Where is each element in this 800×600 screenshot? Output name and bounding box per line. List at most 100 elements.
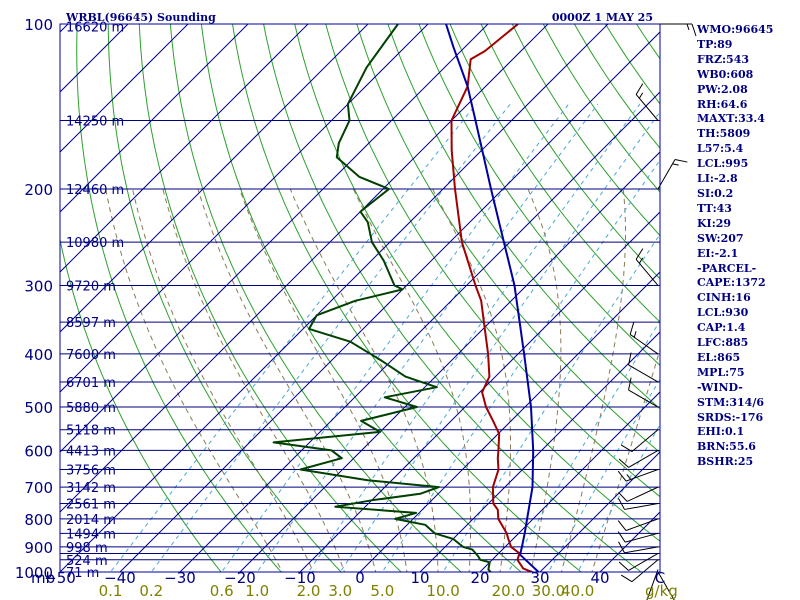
index-item: -WIND- bbox=[697, 380, 743, 394]
index-item: TT:43 bbox=[697, 201, 732, 215]
temperature-profile-line bbox=[450, 24, 534, 572]
index-item: LI:-2.8 bbox=[697, 172, 738, 186]
temperature-tick-label: 20 bbox=[470, 569, 489, 587]
temperature-tick-label: C bbox=[655, 569, 665, 587]
mixing-ratio-label: 3.0 bbox=[328, 582, 352, 600]
pressure-tick-label: 700 bbox=[24, 479, 53, 497]
pressure-tick-label: 600 bbox=[24, 442, 53, 460]
wind-barb bbox=[628, 377, 659, 408]
pressure-tick-label: 300 bbox=[24, 277, 53, 295]
index-item: TH:5809 bbox=[697, 127, 751, 141]
wind-barb bbox=[618, 541, 659, 554]
isotherm-line bbox=[60, 24, 369, 333]
index-item: CAPE:1372 bbox=[697, 276, 766, 290]
height-label: 71 m bbox=[66, 566, 99, 581]
height-label: 9720 m bbox=[66, 279, 116, 294]
index-item: TP:89 bbox=[697, 37, 733, 51]
wind-barb bbox=[635, 83, 659, 121]
isotherm-line bbox=[119, 31, 660, 572]
dry-adiabat-line bbox=[76, 24, 282, 572]
temperature-tick-label: 40 bbox=[590, 569, 609, 587]
index-item: CAP:1.4 bbox=[697, 321, 746, 335]
dry-adiabat-line bbox=[325, 24, 660, 498]
background-lines bbox=[0, 24, 660, 572]
wind-barb bbox=[617, 518, 659, 531]
wind-barb bbox=[618, 449, 659, 468]
wind-barbs bbox=[617, 23, 697, 600]
height-label: 12460 m bbox=[66, 183, 124, 198]
index-item: MPL:75 bbox=[697, 365, 745, 379]
height-label: 2014 m bbox=[66, 513, 116, 528]
index-item: MAXT:33.4 bbox=[697, 112, 765, 126]
pressure-unit-label: mb bbox=[31, 569, 55, 587]
index-item: BSHR:25 bbox=[697, 455, 754, 469]
height-label: 5118 m bbox=[66, 424, 116, 439]
moist-adiabat-line bbox=[527, 188, 562, 572]
moist-adiabat-line bbox=[162, 188, 346, 572]
plot-frame bbox=[59, 23, 661, 573]
mixing-ratio-label: 5.0 bbox=[370, 582, 394, 600]
wind-barb bbox=[629, 322, 659, 355]
index-item: LCL:930 bbox=[697, 306, 749, 320]
wind-barb bbox=[628, 352, 659, 383]
wind-barb bbox=[620, 559, 659, 583]
dry-adiabat-line bbox=[200, 24, 522, 572]
height-label: 998 m bbox=[66, 541, 108, 556]
dry-adiabat-line bbox=[480, 24, 660, 280]
index-item: PW:2.08 bbox=[697, 82, 748, 96]
dry-adiabat-line bbox=[387, 24, 660, 410]
chart-title: WRBL(96645) Sounding bbox=[65, 11, 216, 24]
mixing-ratio-line bbox=[339, 111, 660, 572]
wind-barb bbox=[646, 569, 659, 600]
pressure-tick-label: 1000 bbox=[15, 564, 53, 582]
isotherm-line bbox=[179, 91, 660, 572]
height-label: 1494 m bbox=[66, 527, 116, 542]
mixing-ratio-label: 0.2 bbox=[139, 582, 163, 600]
isotherm-line bbox=[60, 24, 609, 572]
wind-barb bbox=[635, 248, 659, 286]
height-label: 7600 m bbox=[66, 348, 116, 363]
height-label: 3142 m bbox=[66, 481, 116, 496]
isotherm-line bbox=[60, 24, 549, 513]
index-item: SW:207 bbox=[697, 231, 744, 245]
height-label: 4413 m bbox=[66, 444, 116, 459]
isotherm-line bbox=[60, 24, 309, 273]
isotherm-line bbox=[60, 24, 429, 393]
dry-adiabat-line bbox=[263, 24, 642, 572]
dry-adiabat-line bbox=[356, 24, 660, 454]
isotherm-line bbox=[0, 24, 8, 572]
isobar-lines bbox=[60, 23, 660, 573]
isotherm-line bbox=[239, 151, 660, 572]
mixing-ratio-label: 1.0 bbox=[245, 582, 269, 600]
height-label: 2561 m bbox=[66, 498, 116, 513]
index-item: L57:5.4 bbox=[697, 142, 744, 156]
wind-barb bbox=[658, 23, 697, 37]
index-item: WB0:608 bbox=[697, 67, 754, 81]
isotherm-line bbox=[419, 331, 660, 572]
height-label: 6701 m bbox=[66, 376, 116, 391]
index-item: CINH:16 bbox=[697, 291, 751, 305]
moist-adiabat-line bbox=[197, 188, 377, 572]
isotherm-line bbox=[299, 211, 660, 572]
wind-barb bbox=[618, 486, 659, 502]
mixing-ratio-line bbox=[109, 103, 477, 572]
moist-adiabat-line bbox=[560, 188, 626, 572]
height-label: 14250 m bbox=[66, 114, 124, 129]
moist-adiabat-line bbox=[289, 188, 439, 572]
index-item: SRDS:-176 bbox=[697, 410, 764, 424]
dry-adiabat-line bbox=[107, 24, 342, 572]
wind-barb bbox=[657, 159, 688, 190]
isotherm-line bbox=[359, 271, 660, 572]
index-item: -PARCEL- bbox=[697, 261, 757, 275]
wind-barb bbox=[617, 531, 659, 543]
wind-barb bbox=[618, 498, 659, 510]
temperature-tick-label: −40 bbox=[104, 569, 136, 587]
dry-adiabat-line bbox=[138, 24, 402, 572]
mixing-unit-label: g/kg bbox=[645, 582, 678, 600]
index-item: FRZ:543 bbox=[697, 52, 750, 66]
index-item: WMO:96645 bbox=[697, 23, 774, 36]
moist-adiabat-line bbox=[591, 347, 660, 572]
mixing-ratio-label: 2.0 bbox=[297, 582, 321, 600]
